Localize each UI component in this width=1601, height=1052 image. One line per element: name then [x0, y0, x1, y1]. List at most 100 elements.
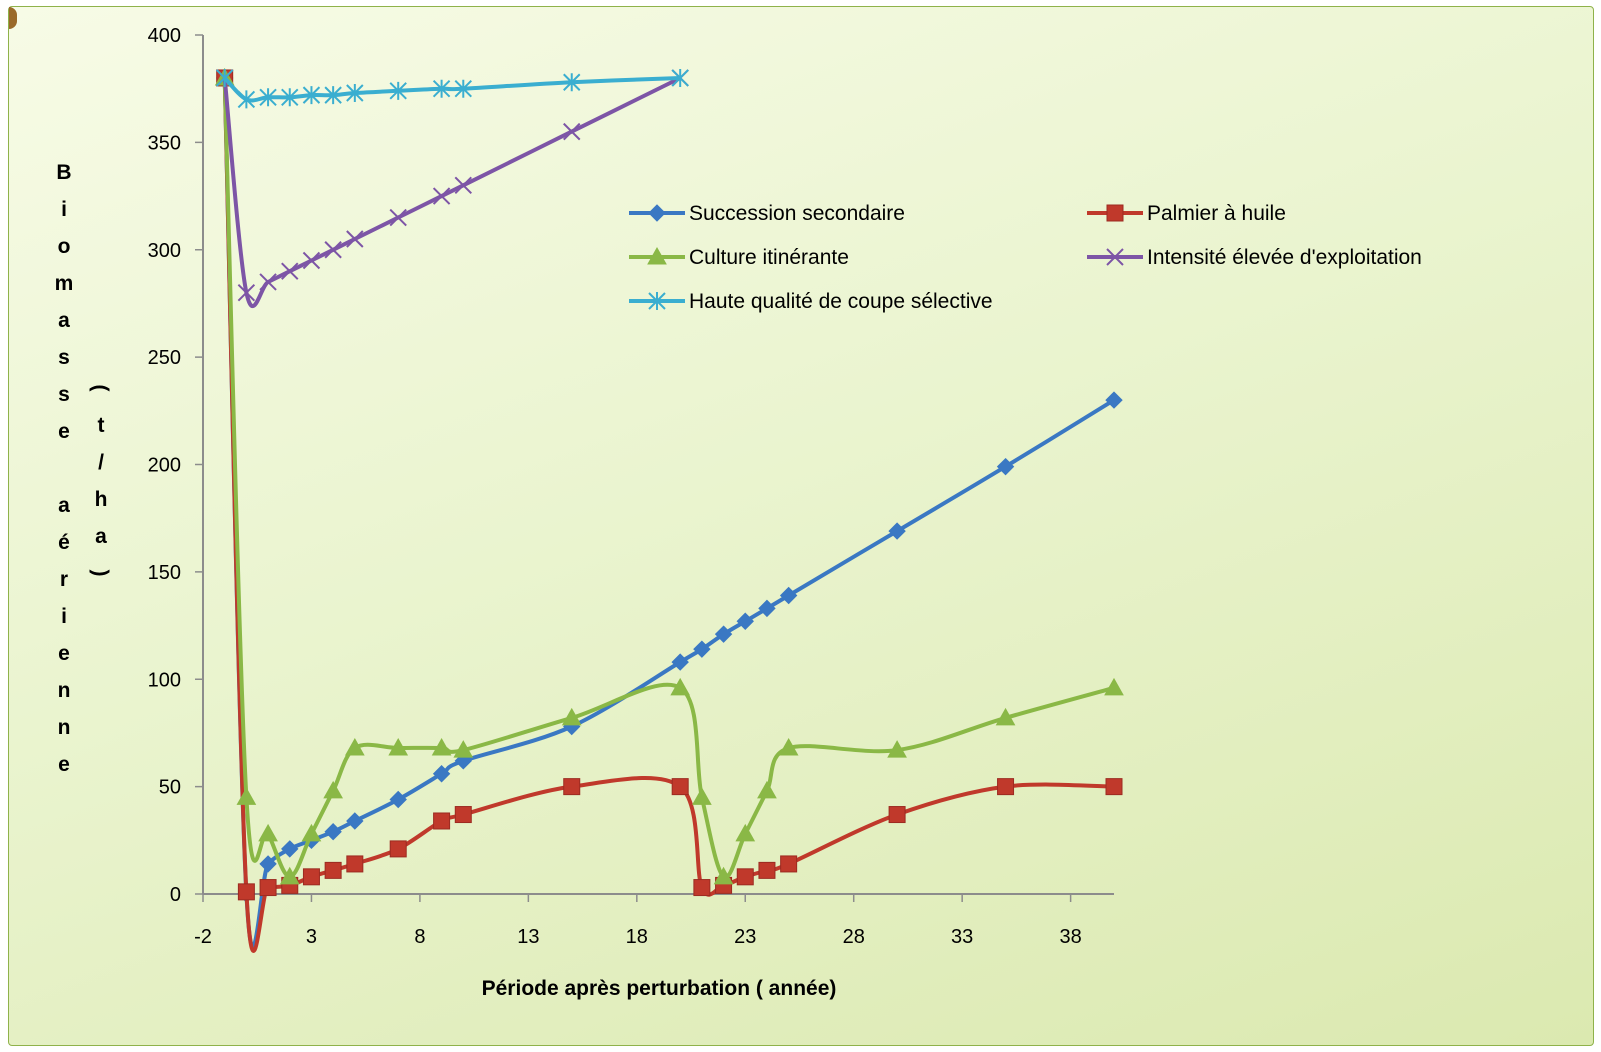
- data-point: [735, 823, 756, 842]
- data-point: [888, 806, 906, 824]
- data-point: [389, 790, 407, 809]
- legend-item: Culture itinérante: [629, 246, 849, 269]
- data-point: [758, 599, 776, 618]
- data-point: [301, 823, 322, 842]
- data-point: [279, 866, 300, 885]
- data-point: [302, 251, 321, 270]
- data-point: [344, 737, 365, 756]
- data-point: [259, 88, 277, 107]
- data-point: [693, 879, 711, 897]
- data-point: [346, 230, 364, 248]
- x-tick-label: 13: [517, 926, 539, 948]
- y-axis-title-char: i: [61, 605, 67, 628]
- y-tick-label: 0: [170, 884, 181, 906]
- data-point: [453, 740, 474, 758]
- y-axis-title-char: B: [56, 161, 71, 184]
- series-0: [215, 69, 1123, 949]
- series-2: [214, 67, 1124, 885]
- series-3: [215, 69, 689, 309]
- data-point: [324, 241, 342, 259]
- data-point: [780, 855, 798, 873]
- data-point: [324, 823, 342, 841]
- y-axis-title-char: e: [58, 642, 70, 665]
- legend-marker: [648, 204, 666, 222]
- y-axis-title-char: r: [60, 568, 68, 591]
- data-point: [237, 283, 256, 302]
- data-point: [454, 79, 472, 98]
- y-axis-title-char: m: [55, 272, 74, 295]
- data-point: [259, 879, 277, 897]
- data-point: [281, 840, 299, 858]
- data-point: [454, 176, 472, 195]
- data-point: [670, 677, 691, 696]
- legend-label: Palmier à huile: [1147, 202, 1286, 225]
- y-tick-label: 200: [148, 455, 181, 477]
- y-axis-title-char: o: [58, 235, 71, 258]
- data-point: [236, 787, 257, 805]
- data-point: [1104, 677, 1124, 696]
- series-layer: [214, 67, 1124, 953]
- y-tick-label: 250: [148, 347, 181, 369]
- data-point: [346, 83, 364, 102]
- data-point: [563, 778, 581, 796]
- legend-item: Haute qualité de coupe sélective: [629, 290, 993, 313]
- y-tick-label: 300: [148, 240, 181, 262]
- chart-area: 0 50 100 150 200 250 300 350 400 -2 3 8 13 18 23 28 33 38…: [8, 6, 1594, 1046]
- data-point: [736, 612, 754, 630]
- y-axis-title-char: a: [58, 309, 70, 332]
- y-axis-title-char: n: [58, 679, 71, 702]
- data-point: [778, 737, 799, 756]
- y-axis-title-char: n: [58, 716, 71, 739]
- data-point: [281, 88, 299, 107]
- legend-label: Haute qualité de coupe sélective: [689, 290, 993, 313]
- y-tick-label: 350: [148, 132, 181, 154]
- data-point: [323, 780, 343, 799]
- legend-label: Culture itinérante: [689, 246, 849, 269]
- y-axis-unit-char: a: [95, 525, 107, 548]
- data-point: [887, 740, 907, 758]
- y-tick-label: 50: [159, 777, 181, 799]
- y-axis-unit-char: (: [89, 385, 112, 392]
- series-1: [216, 69, 1123, 953]
- x-tick-label: 28: [843, 926, 865, 948]
- data-point: [713, 866, 734, 885]
- y-axis-title-char: é: [58, 531, 70, 554]
- y-tick-label: 150: [148, 562, 181, 584]
- legend-label: Intensité élevée d'exploitation: [1147, 246, 1422, 269]
- data-point: [692, 787, 712, 805]
- legend-item: Palmier à huile: [1087, 202, 1286, 225]
- data-point: [563, 73, 581, 92]
- data-point: [302, 86, 321, 105]
- data-point: [389, 840, 407, 858]
- x-tick-label: 33: [951, 926, 973, 948]
- y-axis-title-char: e: [58, 420, 70, 443]
- x-tick-label: 18: [626, 926, 648, 948]
- series-line: [222, 76, 682, 309]
- legend-marker: [648, 292, 666, 310]
- data-point: [346, 812, 364, 830]
- data-point: [432, 765, 451, 783]
- y-axis-title-char: s: [58, 383, 70, 406]
- x-tick-label: 23: [734, 926, 756, 948]
- y-axis-unit-char: t: [98, 414, 105, 437]
- y-tick-label: 400: [148, 25, 181, 47]
- data-point: [888, 522, 906, 540]
- x-axis-title: Période après perturbation ( année): [482, 977, 837, 1000]
- data-point: [302, 868, 320, 886]
- data-point: [996, 457, 1015, 476]
- data-point: [389, 208, 407, 227]
- data-point: [346, 855, 364, 873]
- y-axis-unit-char: /: [98, 451, 104, 474]
- data-point: [324, 861, 342, 879]
- legend-item: Intensité élevée d'exploitation: [1087, 246, 1422, 269]
- data-point: [1105, 778, 1123, 796]
- data-point: [563, 122, 581, 141]
- data-point: [671, 68, 689, 87]
- x-tick-label: 38: [1059, 926, 1081, 948]
- series-4: [215, 68, 689, 109]
- y-tick-label: 100: [148, 669, 181, 691]
- legend-label: Succession secondaire: [689, 202, 905, 225]
- data-point: [259, 855, 277, 873]
- y-axis-title-char: e: [58, 753, 70, 776]
